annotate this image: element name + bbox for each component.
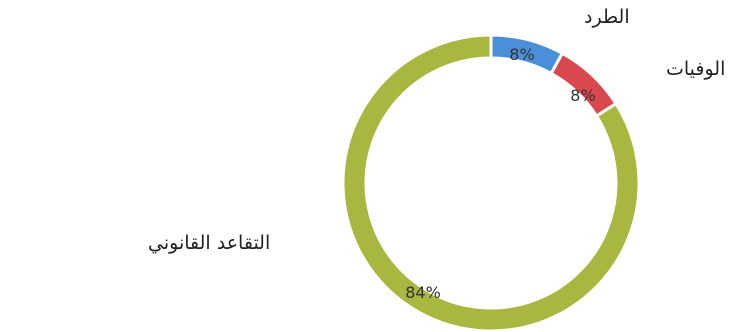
- donut-slice-legal-retirement: [341, 33, 641, 332]
- data-label-deaths: 8%: [570, 86, 595, 105]
- category-label-legal-retirement: التقاعد القانوني: [148, 232, 271, 254]
- data-label-expulsion: 8%: [509, 45, 534, 64]
- category-label-expulsion: الطرد: [584, 6, 630, 28]
- donut-slice-deaths: [549, 51, 619, 119]
- category-label-deaths: الوفيات: [666, 58, 726, 80]
- data-label-legal-retirement: 84%: [405, 283, 441, 302]
